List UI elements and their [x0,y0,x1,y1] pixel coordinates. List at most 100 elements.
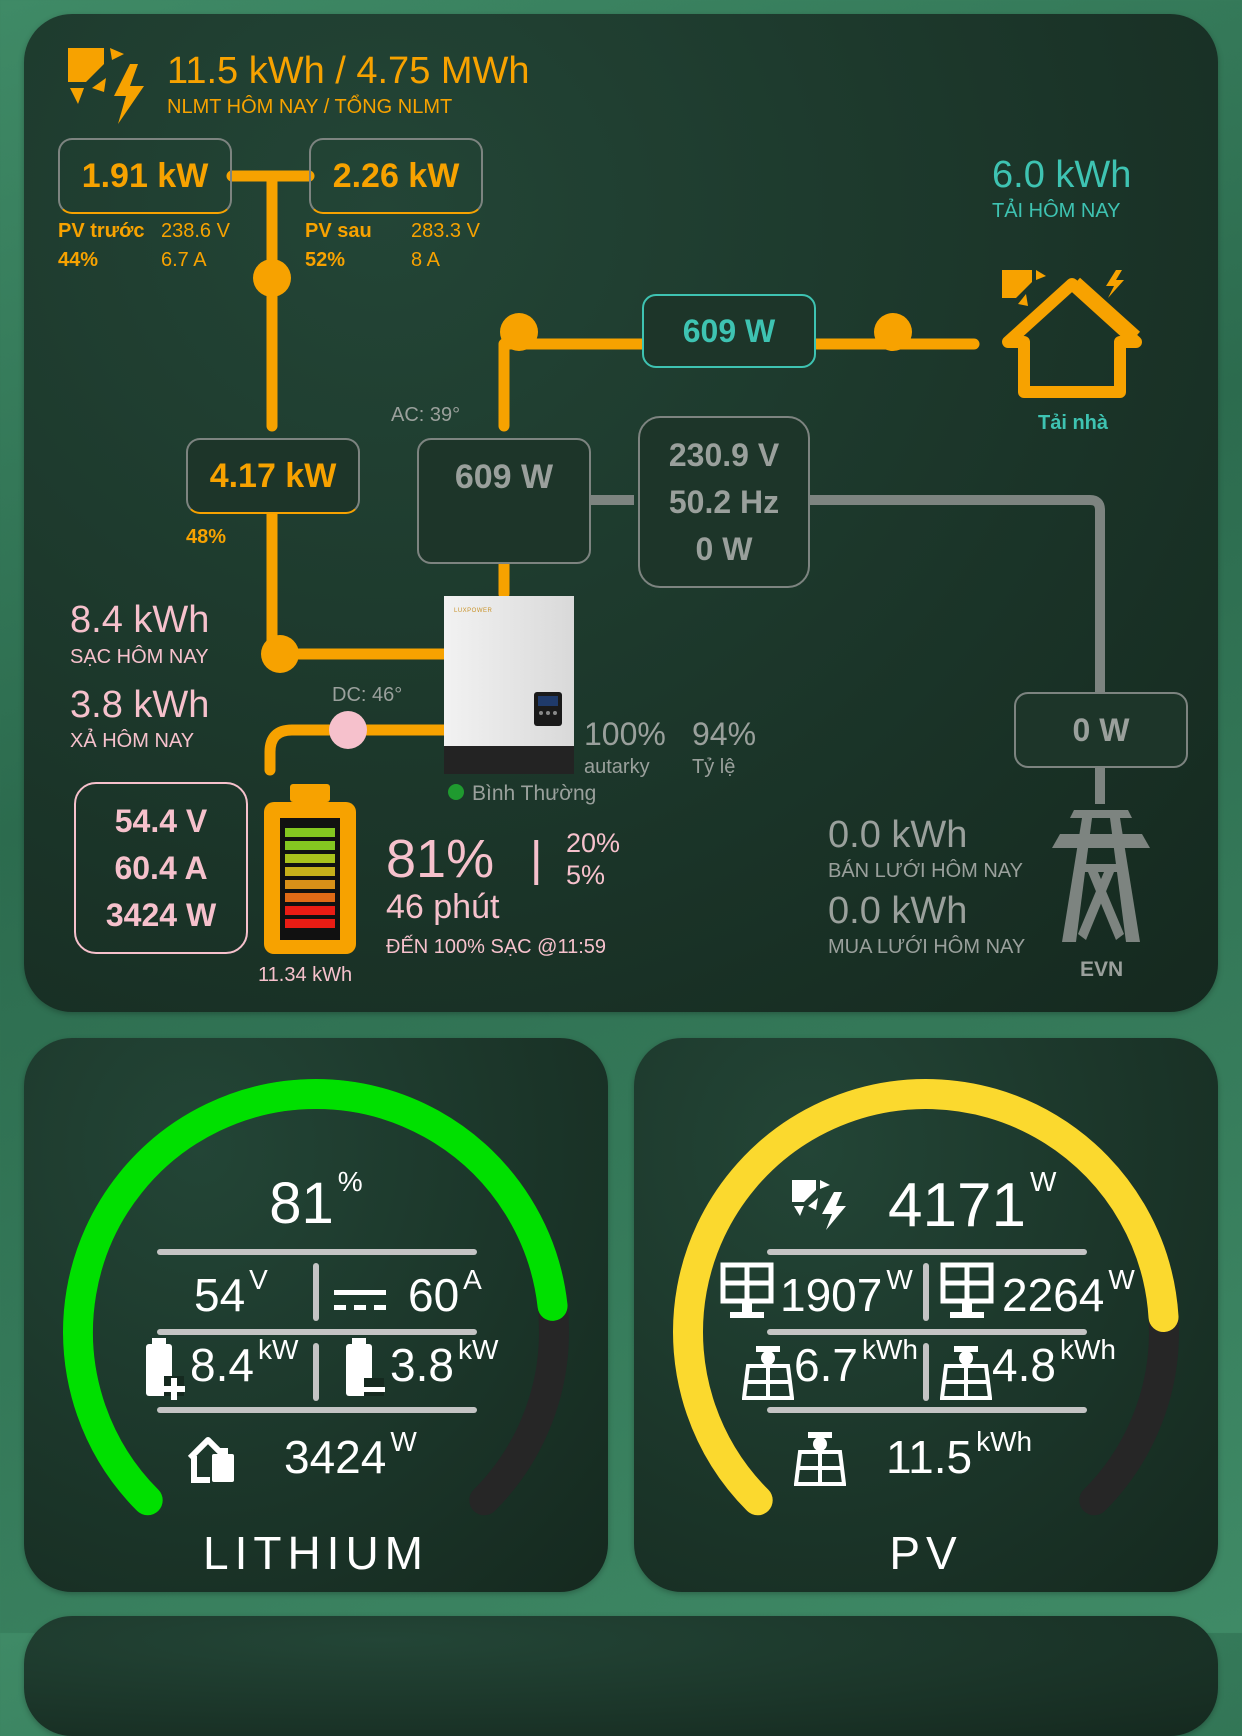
battery-power: 3424 W [105,896,217,933]
grid-box-power: 0 W [1072,711,1130,748]
buy-today: 0.0 kWh [828,890,968,932]
lithium-soc-unit: % [337,1166,363,1197]
flow-lines [226,170,1105,804]
pv-energy-total: 11.5 kWh [886,1426,1032,1484]
solar-panel-1-icon [720,1262,774,1318]
battery-eta: ĐẾN 100% SẠC @11:59 [386,936,607,958]
lithium-gauge-card: 81% 54 V 60 A 8.4 kW 3.8 kW 3424 W LI [24,1038,608,1592]
pv2-energy-unit: kWh [1059,1334,1116,1365]
dc-current-icon [334,1290,386,1310]
lithium-charge-unit: kW [257,1334,299,1365]
inverter-display [534,692,562,726]
lithium-current-value: 60 [408,1269,460,1321]
battery-separator: | [530,833,543,886]
pv-energy-total-value: 11.5 [886,1431,973,1483]
pv-energy-total-unit: kWh [976,1426,1033,1457]
battery-min-soc-2: 5% [566,860,606,890]
sell-today: 0.0 kWh [828,814,968,856]
pv1-power: 1907 W [780,1264,913,1322]
lithium-current: 60 A [408,1264,482,1322]
pv-front-percent: 44% [58,249,99,271]
sell-caption: BÁN LƯỚI HÔM NAY [828,860,1023,882]
status-text: Bình Thường [472,782,597,805]
solar-power-icon [792,1180,846,1230]
flow-dot-load-left [500,313,538,351]
house-solar-icon [1002,270,1142,398]
lithium-charge: 8.4 kW [190,1334,298,1392]
battery-time: 46 phút [386,888,500,926]
pv-front-voltage: 238.6 V [161,220,230,242]
battery-min-soc-1: 20% [566,828,621,858]
lithium-power: 3424 W [284,1426,417,1484]
dc-temp: DC: 46° [332,684,403,706]
transmission-tower-icon [1052,810,1150,942]
grid-params-box: 230.9 V 50.2 Hz 0 W [638,416,810,588]
inverter-device[interactable]: LUXPOWER [444,596,574,774]
pv-gauge-card: 4171 W 1907 W 2264 W 6.7 kWh 4.8 kWh [634,1038,1218,1592]
charge-today-caption: SẠC HÔM NAY [70,646,209,668]
next-card [24,1616,1218,1736]
lithium-gauge-fill [63,1079,568,1516]
load-today-caption: TẢI HÔM NAY [992,200,1121,222]
pv2-energy: 4.8 kWh [992,1334,1116,1392]
load-power: 609 W [682,312,776,349]
lithium-soc-value: 81 [269,1171,334,1236]
lithium-discharge-unit: kW [457,1334,499,1365]
charge-today: 8.4 kWh [70,599,210,641]
lithium-voltage-unit: V [249,1264,268,1295]
flow-dot-battery [329,711,367,749]
battery-voltage: 54.4 V [114,802,208,839]
pv1-energy-value: 6.7 [794,1339,858,1391]
solar-energy-2-icon [940,1346,992,1400]
lithium-power-unit: W [390,1426,417,1457]
lithium-title: LITHIUM [203,1527,429,1579]
ratio-value: 94% [692,716,757,752]
solar-caption: NLMT HÔM NAY / TỔNG NLMT [167,96,453,118]
autarky-label: autarky [584,756,650,778]
buy-caption: MUA LƯỚI HÔM NAY [828,936,1026,958]
pv-front-power: 1.91 kW [81,156,209,195]
lithium-charge-value: 8.4 [190,1339,254,1391]
ratio-label: Tỷ lệ [692,756,736,778]
battery-level-bars [285,828,335,928]
discharge-today-caption: XẢ HÔM NAY [70,730,195,752]
pv2-power-value: 2264 [1002,1269,1105,1321]
pv-front-name: PV trước [58,220,145,242]
home-label: Tải nhà [1038,412,1109,434]
lithium-discharge-value: 3.8 [390,1339,454,1391]
lithium-gauge [63,1079,569,1516]
inverter-base [444,746,574,774]
load-power-box: 609 W [642,294,816,368]
inverter-brand: LUXPOWER [454,608,493,614]
ac-temp: AC: 39° [391,404,461,426]
pv-rear-power: 2.26 kW [332,156,460,195]
pv-title: PV [889,1527,963,1579]
autarky-value: 100% [584,716,666,752]
pv-total-power-box: 4.17 kW [186,438,360,514]
pv-total-value: 4171 [888,1171,1026,1240]
pv2-power: 2264 W [1002,1264,1135,1322]
grid-voltage: 230.9 V [668,436,780,473]
pv-gauge [673,1079,1179,1516]
pv-rear-percent: 52% [305,249,346,271]
pv2-energy-value: 4.8 [992,1339,1056,1391]
lithium-voltage-value: 54 [194,1269,246,1321]
solar-energy-total-icon [794,1432,846,1486]
pv1-power-unit: W [886,1264,913,1295]
pv-rear-power-box: 2.26 kW [309,138,483,214]
battery-current: 60.4 A [114,849,208,886]
solar-total: 11.5 kWh / 4.75 MWh [167,50,530,92]
home-battery-icon [187,1437,234,1483]
energy-flow-card: 11.5 kWh / 4.75 MWh NLMT HÔM NAY / TỔNG … [24,14,1218,1012]
grid-power-box: 0 W [1014,692,1188,768]
flow-dot-battery-charge [261,635,299,673]
pv-total-unit: W [1029,1166,1057,1197]
battery-soc: 81% [386,829,495,889]
pv-rear-current: 8 A [411,249,440,271]
solar-lightning-icon [68,48,144,124]
lithium-discharge: 3.8 kW [390,1334,498,1392]
pv2-power-unit: W [1108,1264,1135,1295]
inverter-output: 609 W [454,458,554,496]
lithium-soc: 81% [24,1166,608,1237]
battery-level-icon [264,784,356,954]
